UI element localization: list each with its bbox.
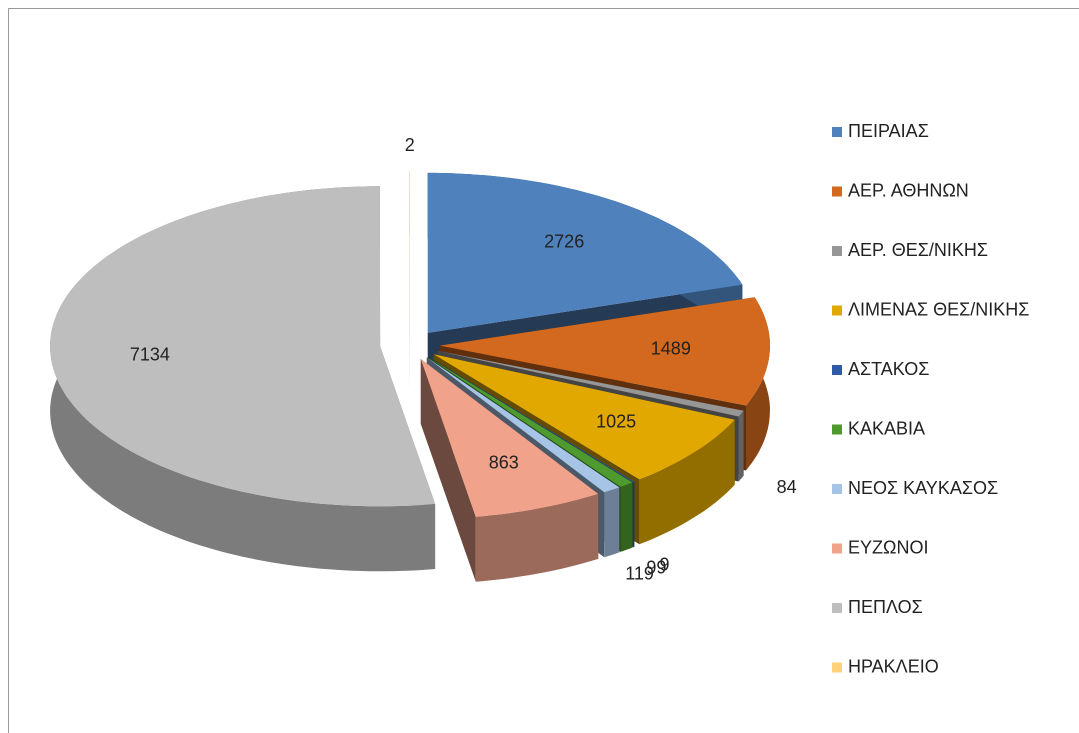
slice-side <box>738 410 744 482</box>
slice <box>428 356 635 483</box>
data-label: 2726 <box>544 231 584 251</box>
data-label: 863 <box>489 452 519 472</box>
slice <box>420 359 599 517</box>
legend-swatch <box>832 186 842 197</box>
legend-label: ΑΣΤΑΚΟΣ <box>848 359 929 379</box>
slice-side <box>475 493 599 582</box>
legend: ΠΕΙΡΑΙΑΣ ΑΕΡ. ΑΘΗΝΩΝ ΑΕΡ. ΘΕΣ/ΝΙΚΗΣ ΛΙΜΕΝΑΣ… <box>832 121 1029 676</box>
data-label: 1489 <box>651 339 691 359</box>
legend-label: ΕΥΖΩΝΟΙ <box>848 537 928 557</box>
data-label: 84 <box>777 477 797 497</box>
legend-swatch <box>832 305 842 316</box>
legend-swatch <box>832 662 842 673</box>
slice <box>427 172 743 333</box>
data-label: 7134 <box>130 344 170 364</box>
slice <box>440 297 770 406</box>
slice-side <box>420 359 476 582</box>
legend-swatch <box>832 543 842 554</box>
legend-label: ΛΙΜΕΝΑΣ ΘΕΣ/ΝΙΚΗΣ <box>848 299 1029 319</box>
legend-label: ΚΑΚΑΒΙΑ <box>848 418 925 438</box>
legend-label: ΝΕΟΣ ΚΑΥΚΑΣΟΣ <box>848 478 998 498</box>
legend-swatch <box>832 424 842 435</box>
legend-label: ΑΕΡ. ΘΕΣ/ΝΙΚΗΣ <box>848 240 988 260</box>
legend-swatch <box>832 603 842 613</box>
slice-side <box>633 481 635 548</box>
data-label: 119 <box>625 564 654 584</box>
data-label: 2 <box>405 135 415 155</box>
data-label: 9 <box>660 555 670 575</box>
data-label: 99 <box>646 558 666 578</box>
slice-side <box>604 487 620 558</box>
data-label: 1025 <box>596 412 636 432</box>
slice <box>428 357 633 487</box>
legend-label: ΠΕΙΡΑΙΑΣ <box>848 121 929 141</box>
slice-side <box>639 419 735 545</box>
legend-label: ΗΡΑΚΛΕΙΟ <box>848 656 939 676</box>
legend-label: ΑΕΡ. ΑΘΗΝΩΝ <box>848 180 969 200</box>
legend-swatch <box>832 246 842 256</box>
legend-swatch <box>832 365 842 375</box>
slice <box>433 354 735 480</box>
legend-swatch <box>832 127 842 137</box>
slice-side <box>620 482 633 552</box>
slice <box>50 186 436 507</box>
slice <box>437 350 744 417</box>
slice <box>426 357 620 493</box>
legend-label: ΠΕΠΛΟΣ <box>848 597 923 617</box>
legend-swatch <box>832 484 842 494</box>
